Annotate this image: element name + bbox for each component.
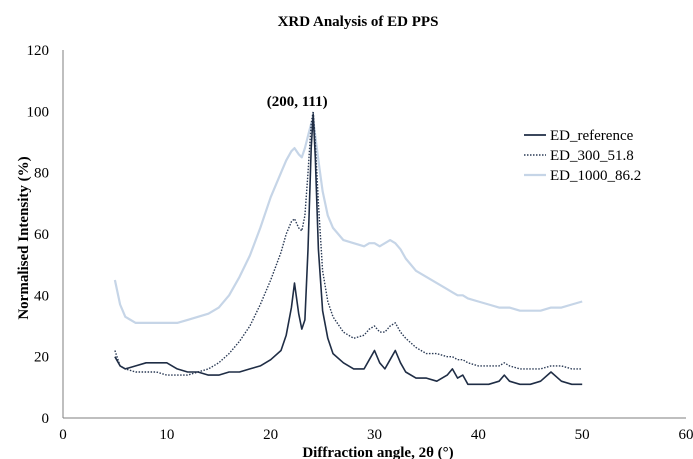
y-tick-label: 40 bbox=[34, 288, 49, 304]
x-tick-label: 20 bbox=[263, 427, 278, 443]
y-tick-label: 100 bbox=[27, 104, 50, 120]
x-tick-label: 30 bbox=[367, 427, 382, 443]
x-axis-ticks: 0 10 20 30 40 50 60 bbox=[59, 427, 693, 443]
axes bbox=[62, 50, 686, 419]
x-tick-label: 60 bbox=[679, 427, 693, 443]
y-tick-label: 20 bbox=[34, 350, 49, 366]
series-line-ed-reference bbox=[114, 113, 583, 386]
series-layer bbox=[113, 110, 583, 386]
legend-label: ED_300_51.8 bbox=[550, 148, 634, 164]
series-line-ed-300-51-8 bbox=[114, 110, 583, 376]
x-tick-label: 40 bbox=[471, 427, 486, 443]
peak-annotation: (200, 111) bbox=[267, 94, 328, 110]
legend: ED_reference ED_300_51.8 ED_1000_86.2 bbox=[524, 128, 641, 184]
y-tick-label: 80 bbox=[34, 166, 49, 182]
y-axis-ticks: 0 20 40 60 80 100 120 bbox=[27, 43, 50, 427]
chart-title: XRD Analysis of ED PPS bbox=[278, 14, 439, 30]
x-axis-label: Diffraction angle, 2θ (°) bbox=[302, 445, 453, 459]
y-tick-label: 120 bbox=[27, 43, 50, 59]
series-line-ed-1000-86-2 bbox=[113, 119, 583, 324]
x-tick-label: 0 bbox=[59, 427, 67, 443]
x-tick-label: 50 bbox=[575, 427, 590, 443]
y-tick-label: 0 bbox=[42, 411, 50, 427]
legend-label: ED_1000_86.2 bbox=[550, 168, 641, 184]
x-tick-label: 10 bbox=[159, 427, 174, 443]
y-tick-label: 60 bbox=[34, 227, 49, 243]
legend-label: ED_reference bbox=[550, 128, 634, 144]
y-axis-label: Normalised Intensity (%) bbox=[16, 156, 32, 319]
